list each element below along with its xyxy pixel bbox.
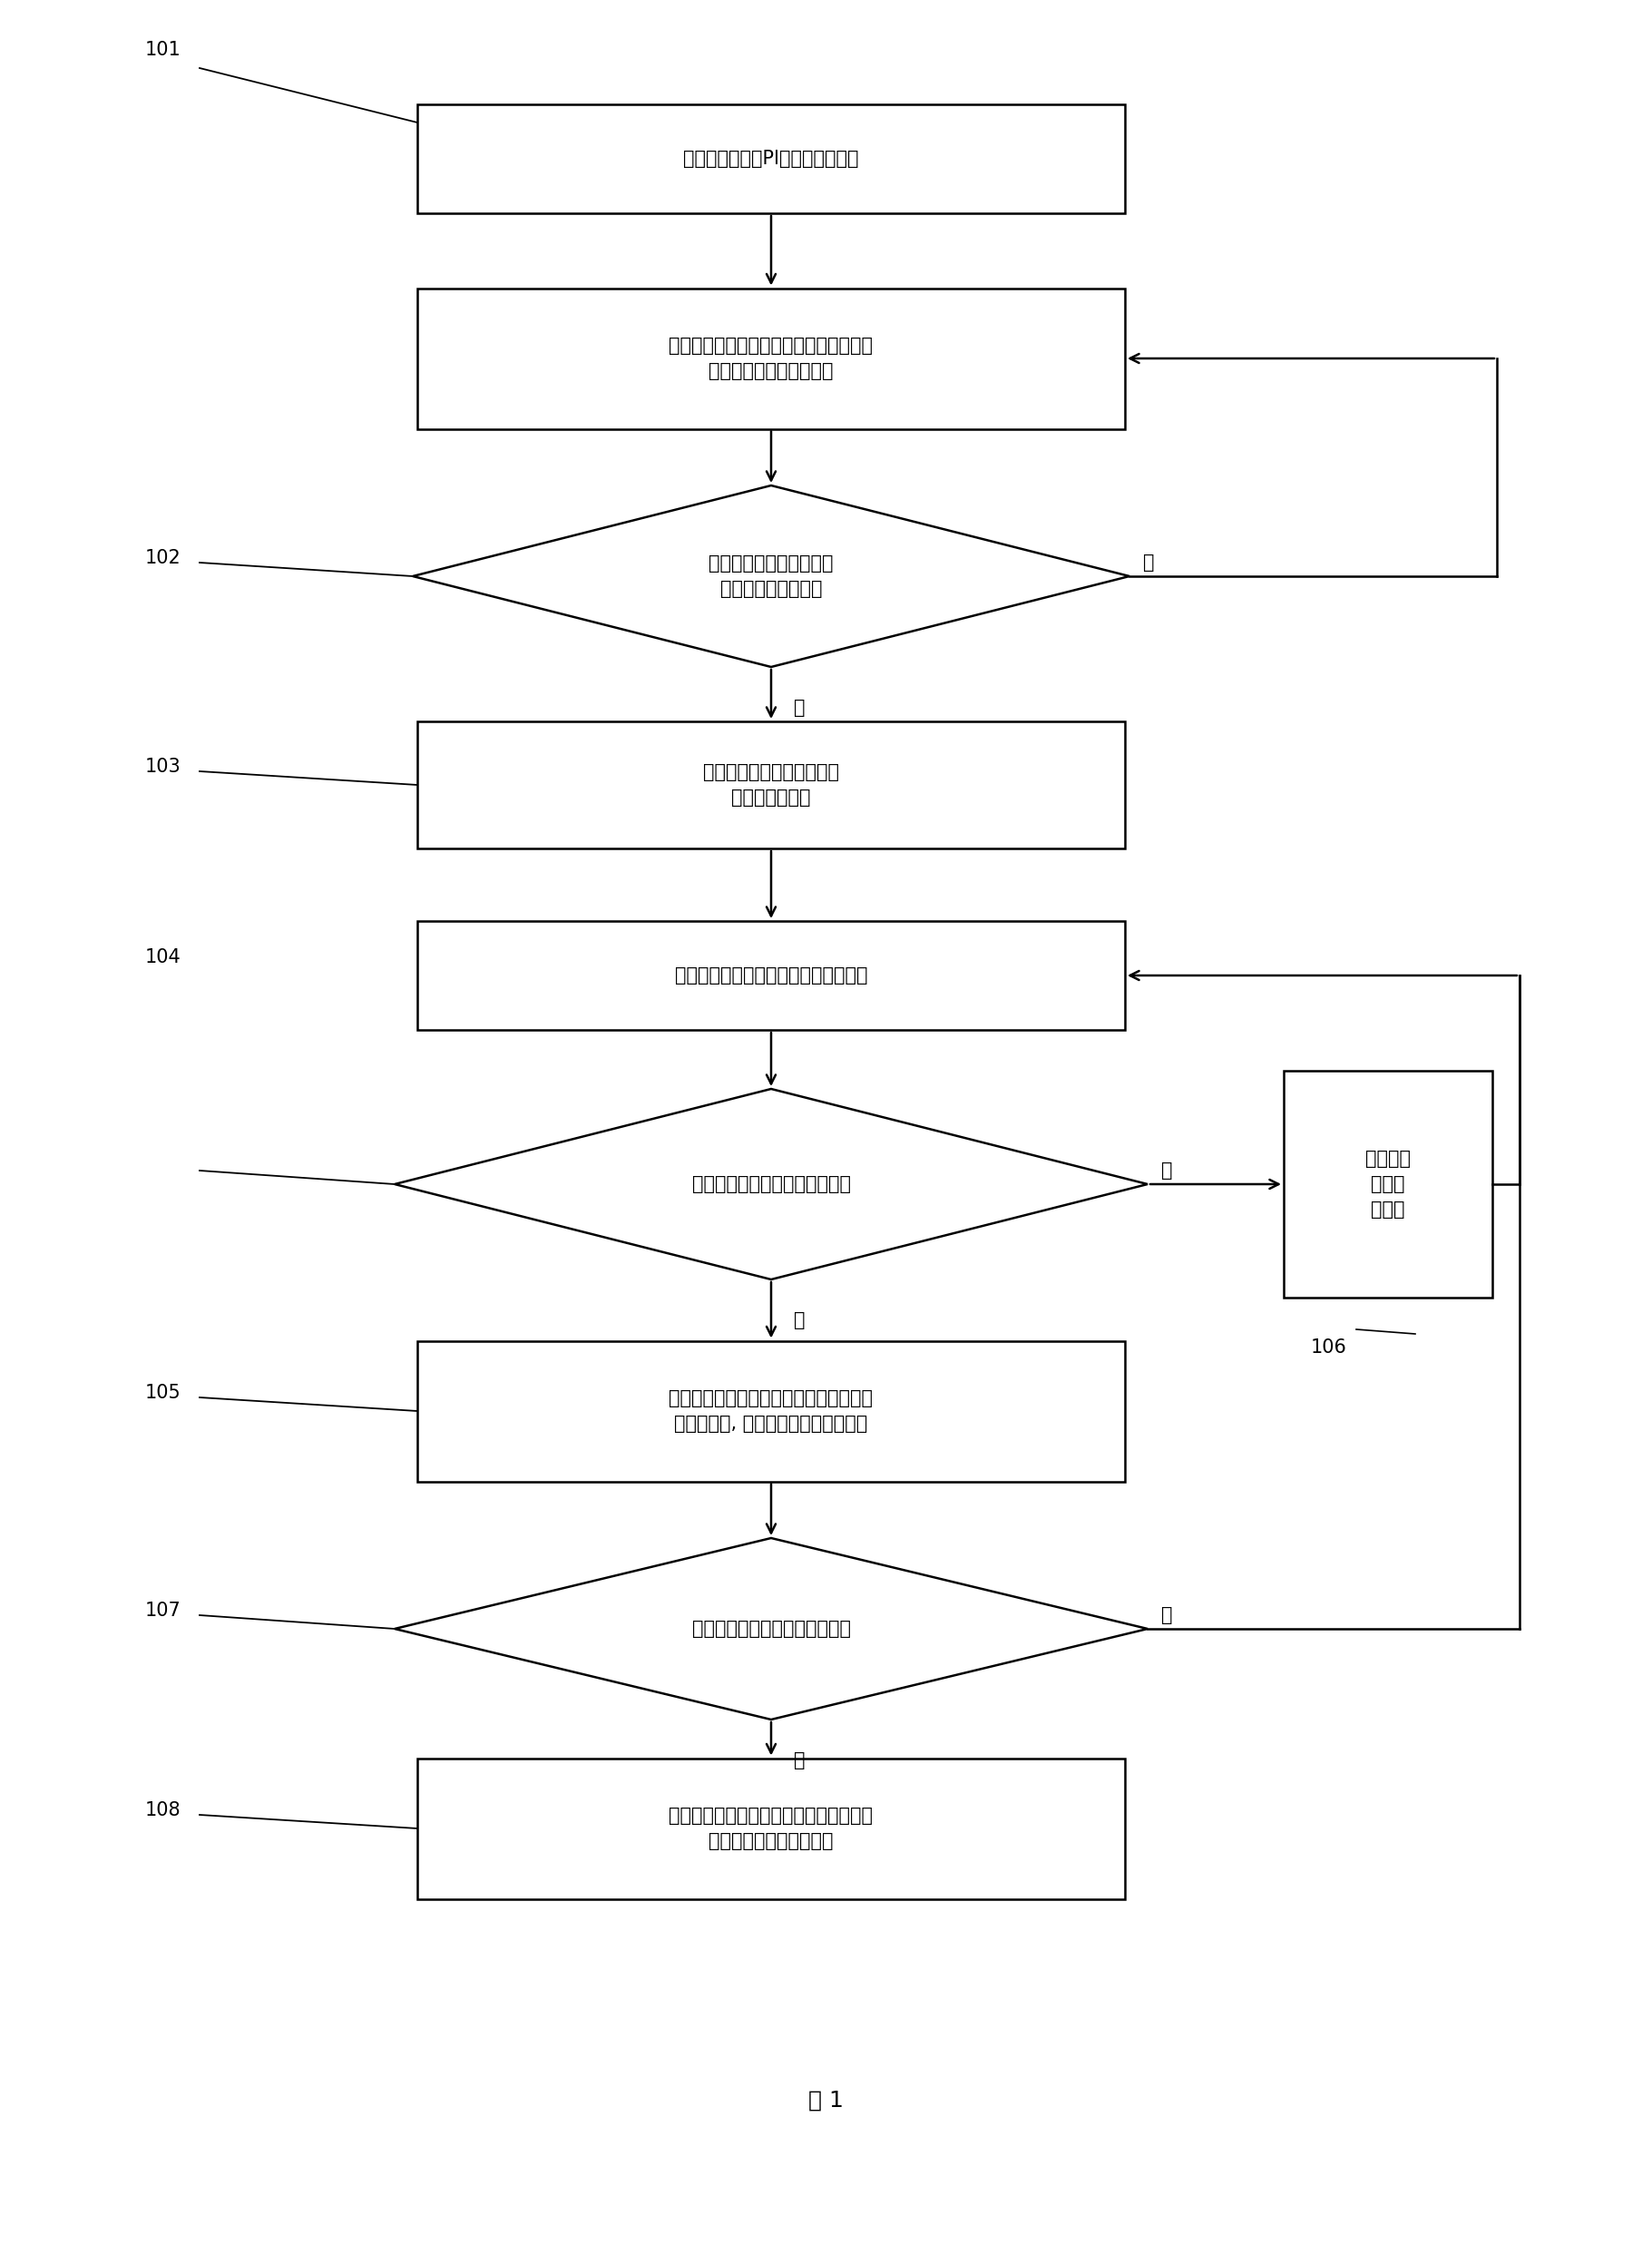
Text: 否: 否 xyxy=(1161,1605,1173,1623)
FancyBboxPatch shape xyxy=(418,1340,1125,1481)
Text: 108: 108 xyxy=(145,1802,182,1820)
Text: 图 1: 图 1 xyxy=(808,2090,844,2112)
FancyBboxPatch shape xyxy=(418,1759,1125,1899)
FancyBboxPatch shape xyxy=(1284,1071,1492,1297)
Text: 否: 否 xyxy=(795,1311,805,1329)
Text: 根据当前的误差値在预置的函数表中查找
控制输出値, 并同时更新降质判别门限: 根据当前的误差値在预置的函数表中查找 控制输出値, 并同时更新降质判别门限 xyxy=(669,1390,874,1433)
Text: 判断相位差是否大于降质门限値: 判断相位差是否大于降质门限値 xyxy=(692,1175,851,1193)
Text: 置锁相环标志为保持状态，继续检测参考
时钟与本地时钟的相位差: 置锁相环标志为保持状态，继续检测参考 时钟与本地时钟的相位差 xyxy=(669,1807,874,1850)
Text: 是: 是 xyxy=(795,700,805,718)
FancyBboxPatch shape xyxy=(418,921,1125,1030)
Text: 105: 105 xyxy=(145,1383,182,1401)
FancyBboxPatch shape xyxy=(418,722,1125,849)
Text: 预先构造非线性PI调节器的函数表: 预先构造非线性PI调节器的函数表 xyxy=(684,149,859,168)
Text: 107: 107 xyxy=(145,1601,182,1619)
Text: 是: 是 xyxy=(1161,1161,1173,1180)
Text: 计算参考时钟与本地时钟之间的相位差: 计算参考时钟与本地时钟之间的相位差 xyxy=(674,967,867,985)
Text: 告警，继
续检测
相位差: 告警，继 续检测 相位差 xyxy=(1365,1150,1411,1218)
FancyBboxPatch shape xyxy=(418,104,1125,213)
Text: 判断晶振的工作温度是否
达到预置的工作温度: 判断晶振的工作温度是否 达到预置的工作温度 xyxy=(709,555,834,598)
Text: 102: 102 xyxy=(145,548,182,568)
Text: 预置上电预热标志和压控振荡器的工作温
度値并检测振荡器的温度: 预置上电预热标志和压控振荡器的工作温 度値并检测振荡器的温度 xyxy=(669,337,874,380)
Polygon shape xyxy=(395,1537,1148,1721)
Polygon shape xyxy=(395,1089,1148,1279)
Polygon shape xyxy=(413,484,1130,668)
Text: 判断相位差是否大于失锁门限値: 判断相位差是否大于失锁门限値 xyxy=(692,1619,851,1637)
Text: 是: 是 xyxy=(795,1752,805,1770)
Text: 104: 104 xyxy=(145,949,182,967)
FancyBboxPatch shape xyxy=(418,288,1125,428)
Text: 置锁相环状态为快捕状态，
初始化控制变量: 置锁相环状态为快捕状态， 初始化控制变量 xyxy=(704,763,839,806)
Text: 106: 106 xyxy=(1312,1338,1346,1356)
Text: 103: 103 xyxy=(145,758,182,777)
Text: 否: 否 xyxy=(1143,552,1155,573)
Text: 101: 101 xyxy=(145,41,182,59)
